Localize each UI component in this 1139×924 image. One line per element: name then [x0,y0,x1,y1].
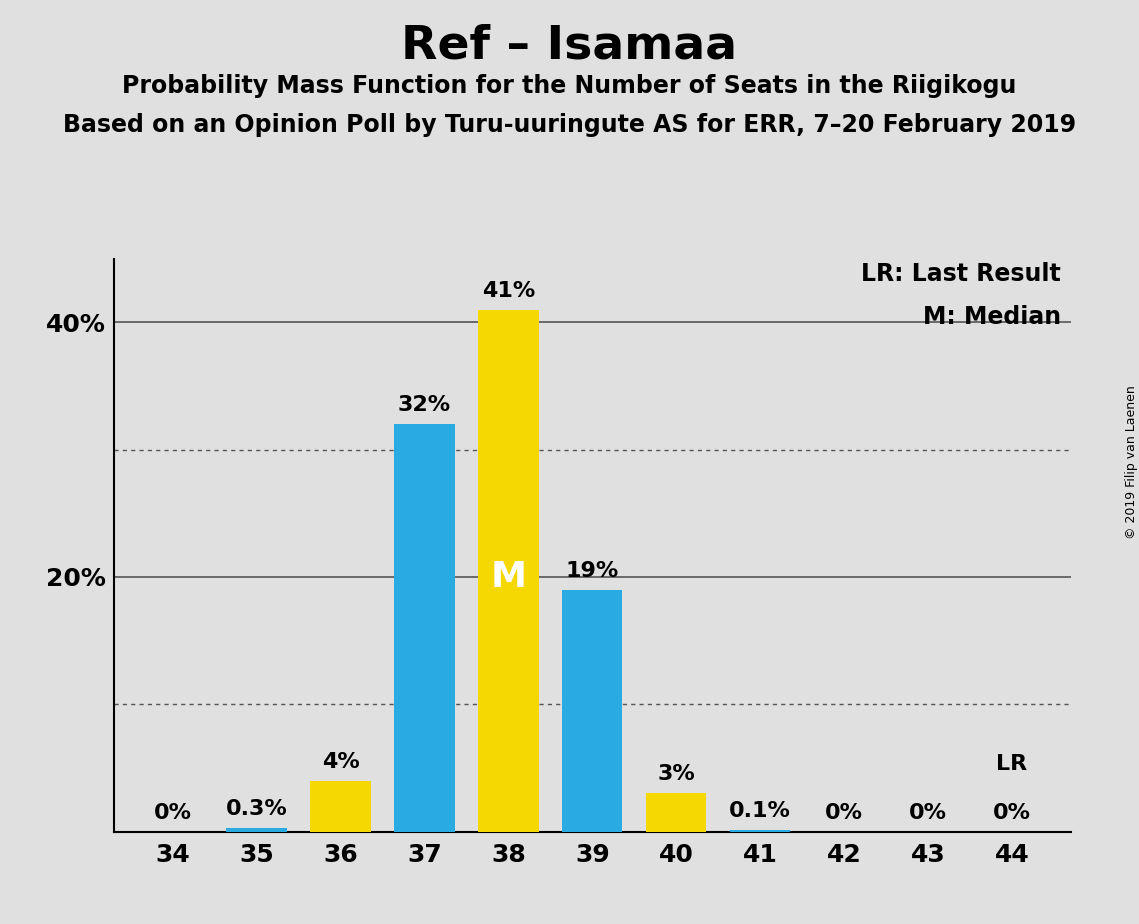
Text: 0.3%: 0.3% [226,799,287,819]
Text: Ref – Isamaa: Ref – Isamaa [401,23,738,68]
Text: 0%: 0% [825,803,863,822]
Bar [562,590,623,832]
Text: M: Median: M: Median [923,305,1062,329]
Text: © 2019 Filip van Laenen: © 2019 Filip van Laenen [1124,385,1138,539]
Text: Probability Mass Function for the Number of Seats in the Riigikogu: Probability Mass Function for the Number… [122,74,1017,98]
Bar [478,310,539,832]
Text: 0%: 0% [154,803,191,822]
Bar [730,831,790,832]
Text: LR: LR [997,754,1027,774]
Text: Based on an Opinion Poll by Turu-uuringute AS for ERR, 7–20 February 2019: Based on an Opinion Poll by Turu-uuringu… [63,113,1076,137]
Text: 3%: 3% [657,764,695,784]
Bar [646,794,706,832]
Text: 0.1%: 0.1% [729,801,792,821]
Bar [310,781,370,832]
Text: M: M [491,560,526,594]
Text: 32%: 32% [398,395,451,415]
Text: 41%: 41% [482,281,535,300]
Text: 19%: 19% [566,561,618,581]
Bar [227,828,287,832]
Text: LR: Last Result: LR: Last Result [861,261,1062,286]
Text: 0%: 0% [993,803,1031,822]
Text: 0%: 0% [909,803,947,822]
Bar [394,424,454,832]
Text: 4%: 4% [321,752,360,772]
